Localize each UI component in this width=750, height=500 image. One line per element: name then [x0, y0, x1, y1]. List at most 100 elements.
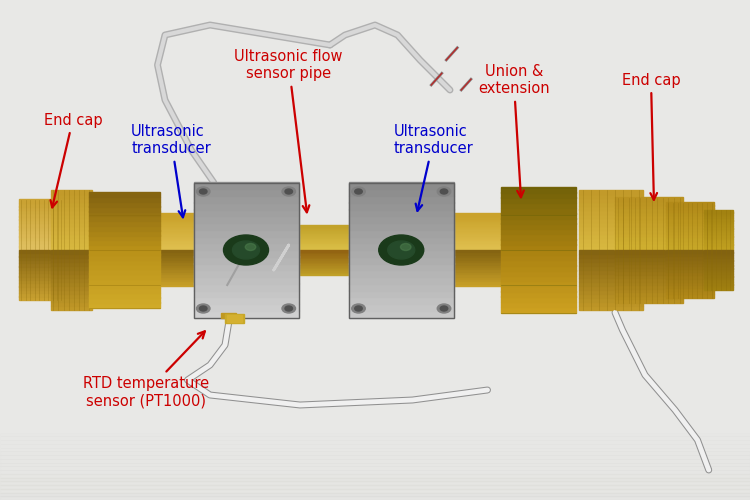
- Bar: [88, 230, 160, 235]
- Bar: [51, 194, 92, 198]
- Bar: [579, 262, 643, 266]
- Bar: [19, 226, 64, 230]
- Bar: [615, 256, 682, 260]
- Bar: [704, 231, 733, 234]
- Bar: [249, 246, 365, 248]
- Bar: [349, 209, 454, 216]
- Bar: [249, 271, 365, 274]
- Circle shape: [352, 304, 365, 313]
- Bar: [666, 272, 714, 276]
- Bar: [0, 474, 750, 478]
- Bar: [704, 239, 733, 242]
- Bar: [349, 196, 454, 203]
- Bar: [88, 302, 160, 308]
- Bar: [615, 270, 682, 274]
- Bar: [704, 282, 733, 284]
- Bar: [666, 259, 714, 262]
- Circle shape: [352, 187, 365, 196]
- Bar: [501, 265, 576, 271]
- Bar: [19, 216, 64, 220]
- Bar: [501, 187, 576, 192]
- Bar: [615, 281, 682, 285]
- Bar: [19, 206, 64, 210]
- Bar: [88, 206, 160, 212]
- Bar: [249, 241, 365, 244]
- Bar: [249, 248, 365, 250]
- Bar: [441, 238, 512, 240]
- Bar: [88, 221, 160, 226]
- Circle shape: [379, 235, 424, 265]
- Bar: [615, 278, 682, 281]
- Bar: [88, 254, 160, 260]
- Bar: [19, 263, 64, 266]
- Bar: [579, 238, 643, 242]
- Bar: [249, 256, 365, 258]
- Bar: [704, 284, 733, 288]
- Bar: [249, 258, 365, 260]
- Bar: [88, 250, 160, 255]
- Bar: [666, 275, 714, 278]
- Bar: [249, 228, 365, 230]
- Bar: [19, 200, 64, 203]
- Bar: [88, 288, 160, 293]
- Bar: [704, 250, 733, 252]
- Bar: [349, 243, 454, 250]
- Bar: [441, 264, 512, 267]
- Circle shape: [437, 304, 451, 313]
- Bar: [704, 215, 733, 218]
- Circle shape: [285, 189, 292, 194]
- Bar: [249, 263, 365, 265]
- Bar: [441, 228, 512, 230]
- Circle shape: [196, 304, 210, 313]
- Bar: [141, 240, 226, 243]
- Bar: [579, 218, 643, 222]
- Bar: [51, 254, 92, 258]
- Bar: [349, 310, 454, 318]
- Bar: [666, 281, 714, 285]
- Bar: [51, 238, 92, 242]
- Bar: [88, 197, 160, 202]
- Circle shape: [282, 304, 296, 313]
- Text: Ultrasonic
transducer: Ultrasonic transducer: [394, 124, 473, 211]
- Circle shape: [285, 306, 292, 311]
- Bar: [666, 240, 714, 244]
- Bar: [579, 234, 643, 238]
- Bar: [225, 314, 244, 322]
- Text: RTD temperature
sensor (PT1000): RTD temperature sensor (PT1000): [83, 332, 209, 408]
- Bar: [579, 194, 643, 198]
- Bar: [0, 496, 750, 500]
- Bar: [666, 214, 714, 218]
- Bar: [141, 284, 226, 286]
- Bar: [579, 210, 643, 214]
- Bar: [141, 278, 226, 281]
- Bar: [579, 270, 643, 274]
- Bar: [0, 425, 750, 428]
- Bar: [51, 222, 92, 226]
- Bar: [141, 223, 226, 226]
- Bar: [194, 202, 298, 209]
- Bar: [19, 236, 64, 240]
- Bar: [579, 202, 643, 206]
- Bar: [0, 451, 750, 455]
- Bar: [704, 220, 733, 224]
- Bar: [579, 226, 643, 230]
- Bar: [441, 218, 512, 221]
- Bar: [579, 214, 643, 218]
- Bar: [666, 284, 714, 288]
- Bar: [704, 266, 733, 268]
- Bar: [249, 250, 365, 252]
- Bar: [579, 250, 643, 254]
- Bar: [704, 234, 733, 236]
- Bar: [249, 233, 365, 235]
- Bar: [441, 250, 512, 252]
- Bar: [349, 222, 454, 230]
- Circle shape: [224, 235, 268, 265]
- Bar: [88, 202, 160, 207]
- Bar: [349, 188, 454, 196]
- Bar: [141, 244, 226, 248]
- Bar: [141, 220, 226, 224]
- Bar: [615, 295, 682, 299]
- Bar: [88, 283, 160, 288]
- Bar: [579, 222, 643, 226]
- Bar: [704, 252, 733, 256]
